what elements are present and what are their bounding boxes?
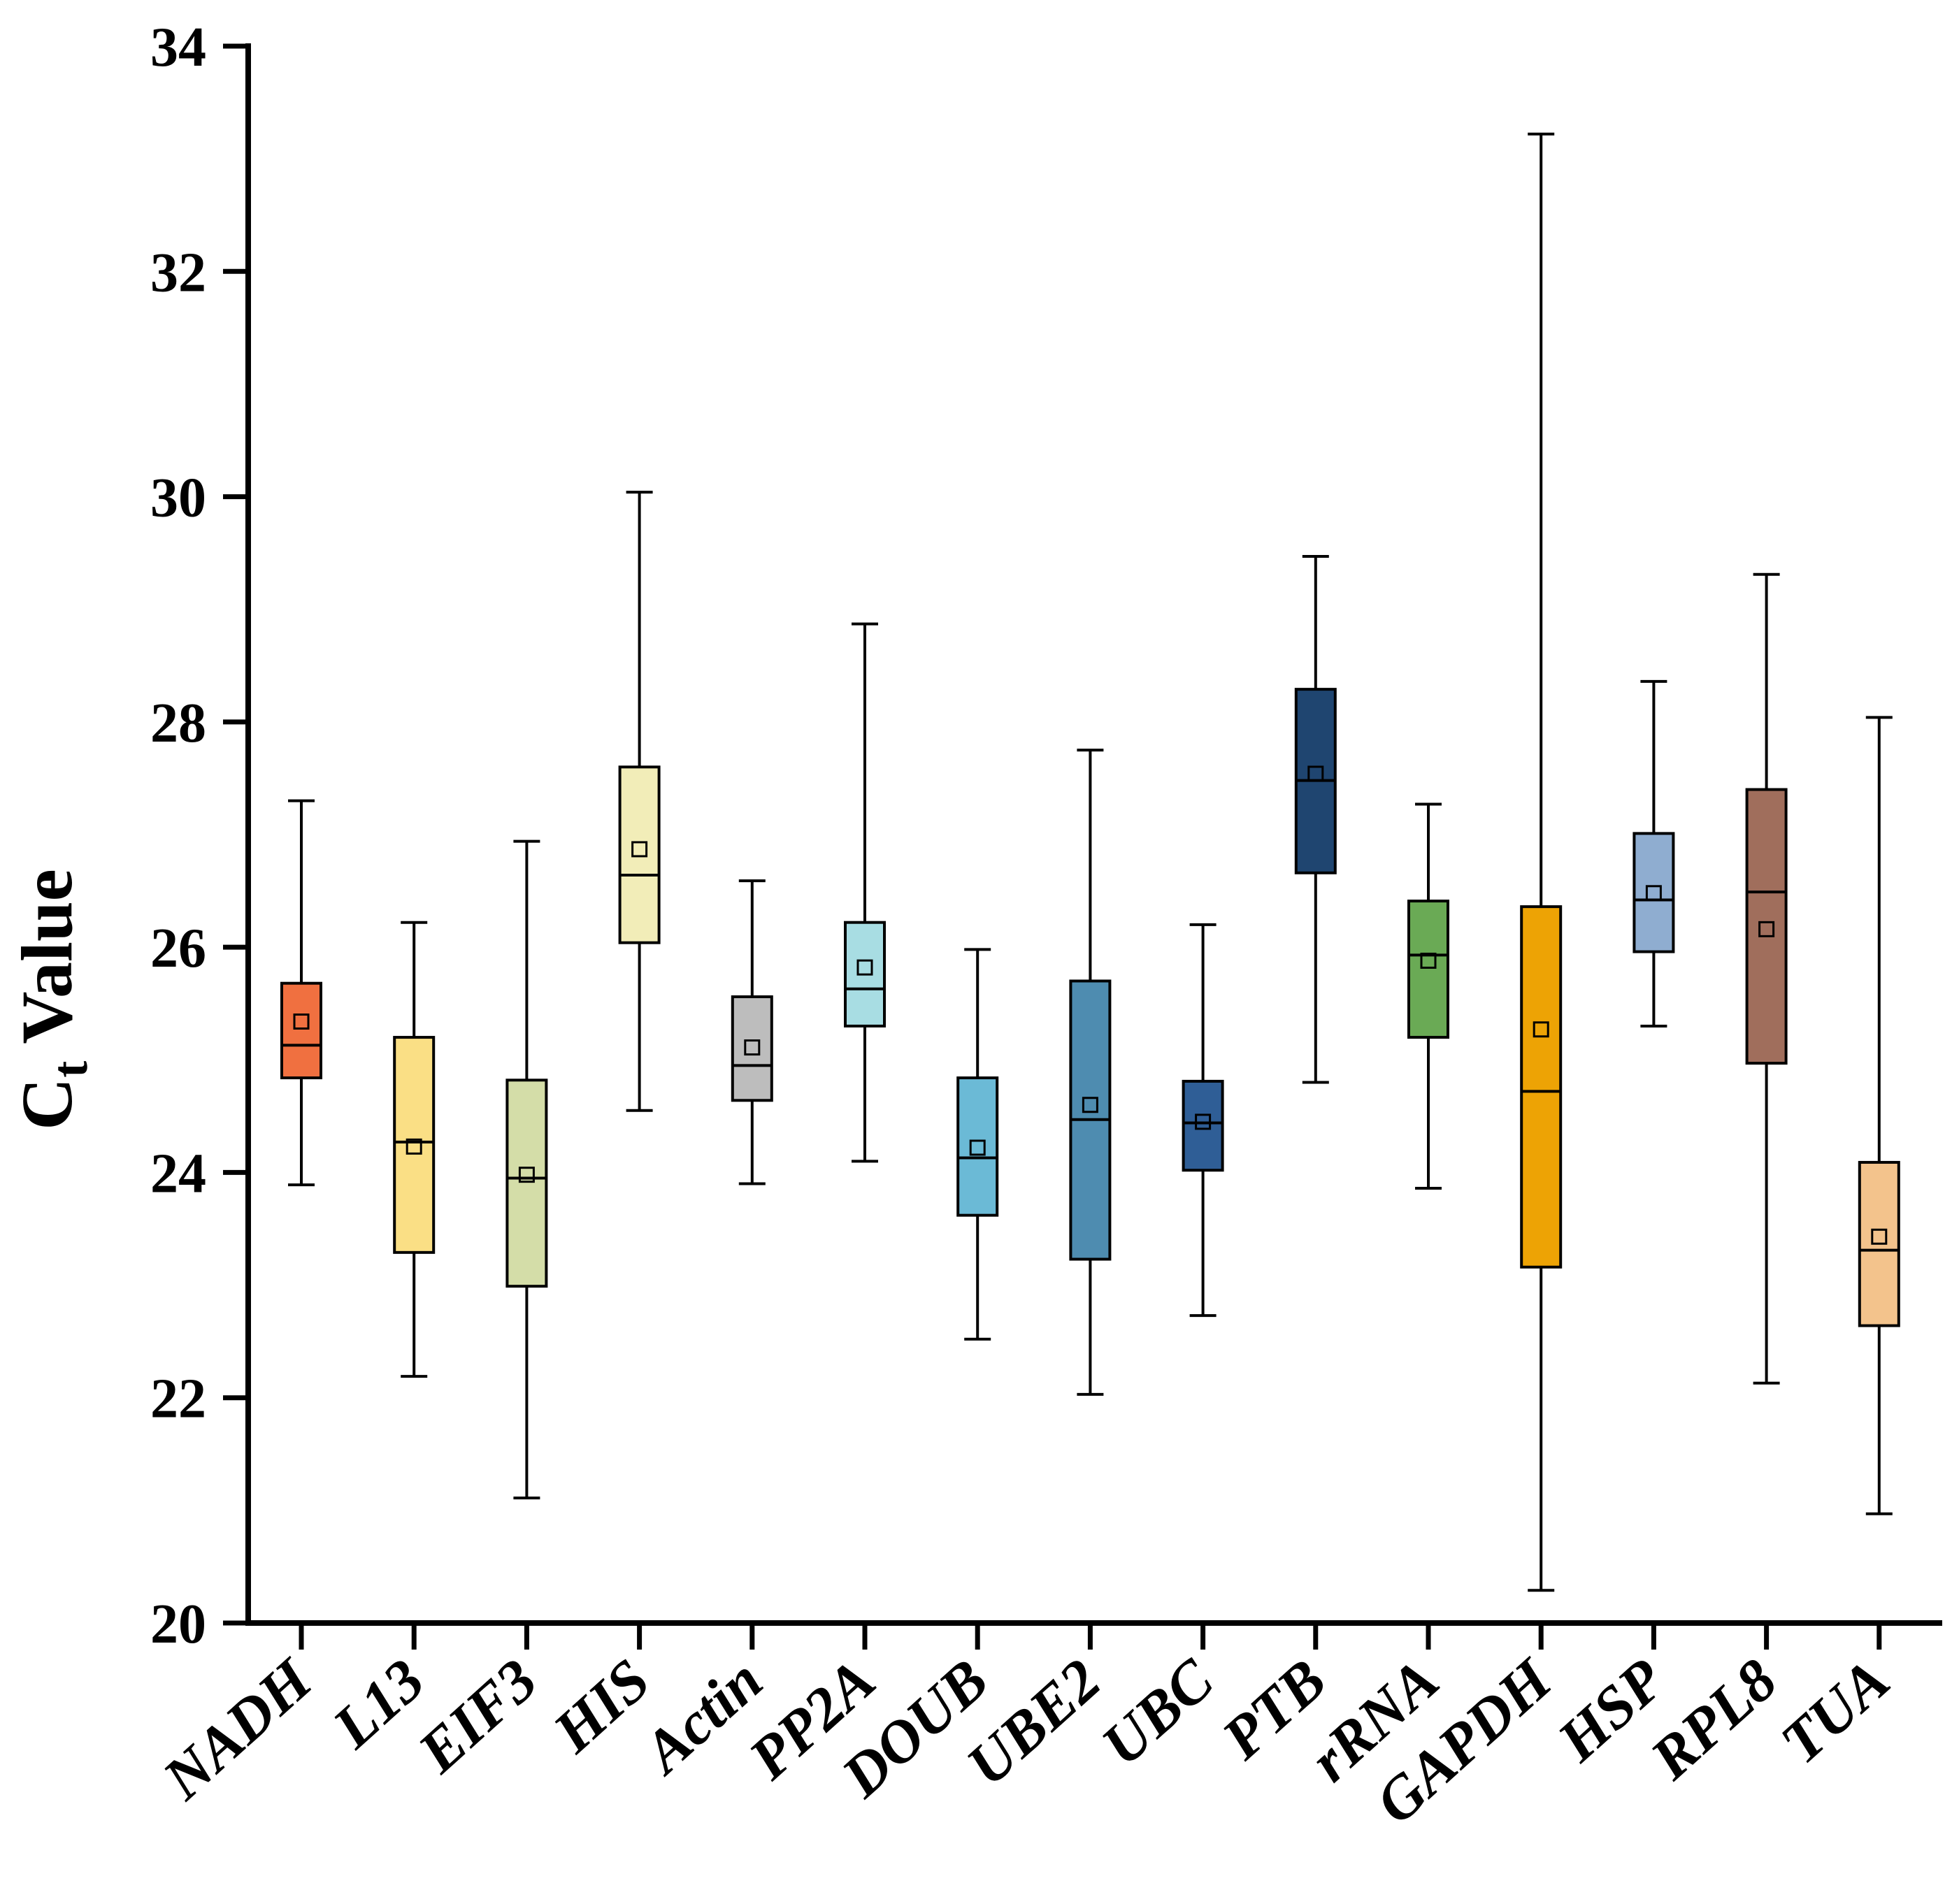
- x-tick-label-rpl8: RPL8: [1637, 1646, 1790, 1792]
- mean-marker-ubc: [1195, 1113, 1212, 1130]
- mean-marker-rrna: [1420, 952, 1437, 969]
- y-tick-label-28: 28: [150, 693, 206, 754]
- box-rpl8: [1745, 788, 1788, 1065]
- y-tick-label-20: 20: [150, 1594, 206, 1655]
- box-l13: [393, 1036, 436, 1254]
- box-eif3: [505, 1079, 548, 1288]
- y-tick-label-32: 32: [150, 242, 206, 303]
- y-tick-label-26: 26: [150, 918, 206, 979]
- y-axis-title-rest: Value: [7, 869, 87, 1061]
- y-tick-label-24: 24: [150, 1143, 206, 1204]
- mean-marker-doub: [969, 1139, 986, 1156]
- y-tick-label-34: 34: [150, 17, 206, 78]
- svg-text:Ct Value: Ct Value: [7, 869, 98, 1130]
- x-tick-label-actin: Actin: [629, 1646, 775, 1788]
- plot-area: 2022242628303234NADHL13EIF3HISActinPP2AD…: [150, 17, 1942, 1837]
- mean-marker-ube2: [1082, 1097, 1098, 1113]
- box-rrna: [1407, 900, 1449, 1039]
- mean-marker-his: [631, 841, 648, 858]
- mean-marker-tua: [1871, 1228, 1888, 1245]
- mean-marker-hsp: [1645, 885, 1662, 902]
- x-tick-label-ubc: UBC: [1089, 1645, 1227, 1779]
- mean-marker-gapdh: [1533, 1021, 1549, 1038]
- box-doub: [956, 1076, 999, 1217]
- x-tick-label-ube2: UBE2: [954, 1646, 1114, 1798]
- x-tick-label-tua: TUA: [1767, 1646, 1902, 1776]
- y-axis-title-subscript: t: [42, 1061, 98, 1078]
- y-axis-title: Ct Value: [7, 869, 98, 1130]
- y-axis-title-main: C: [7, 1078, 87, 1130]
- x-tick-label-eif3: EIF3: [405, 1646, 550, 1786]
- mean-marker-rpl8: [1758, 921, 1775, 937]
- mean-marker-ptb: [1307, 765, 1324, 782]
- box-ubc: [1182, 1079, 1224, 1172]
- box-gapdh: [1520, 905, 1563, 1269]
- mean-marker-eif3: [518, 1167, 535, 1183]
- mean-marker-pp2a: [856, 959, 873, 976]
- mean-marker-nadh: [293, 1013, 310, 1030]
- box-actin: [731, 995, 773, 1102]
- mean-marker-l13: [406, 1138, 422, 1155]
- box-nadh: [280, 981, 322, 1080]
- box-hsp: [1632, 832, 1675, 953]
- y-tick-label-30: 30: [150, 468, 206, 529]
- mean-marker-actin: [744, 1039, 761, 1056]
- box-his: [618, 765, 661, 944]
- x-tick-label-nadh: NADH: [150, 1645, 326, 1812]
- y-tick-label-22: 22: [150, 1369, 206, 1430]
